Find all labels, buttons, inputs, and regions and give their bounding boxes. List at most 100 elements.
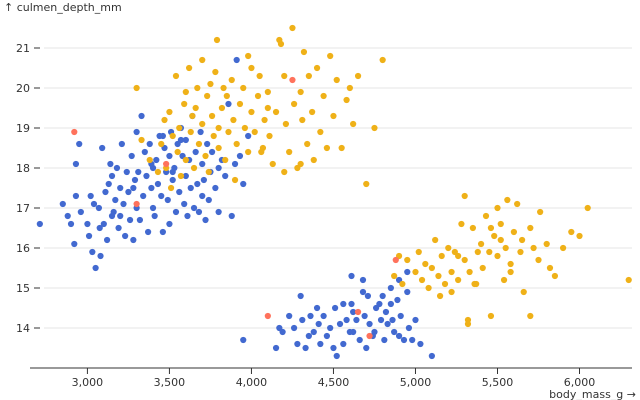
data-point	[212, 184, 219, 192]
data-point	[67, 220, 75, 228]
data-point	[100, 220, 107, 228]
data-point	[353, 316, 360, 324]
data-point	[122, 232, 129, 240]
data-point	[161, 116, 168, 124]
data-point	[286, 312, 293, 320]
data-point	[409, 336, 416, 344]
data-point	[305, 72, 312, 80]
data-point	[71, 128, 78, 136]
data-point	[438, 252, 445, 260]
y-tick-label: 19	[16, 122, 30, 135]
data-point	[330, 344, 337, 352]
data-point	[304, 140, 311, 148]
data-point	[96, 224, 103, 232]
data-point	[261, 116, 268, 124]
data-point	[148, 184, 155, 192]
data-point	[307, 312, 314, 320]
data-point	[366, 332, 373, 340]
data-point	[361, 312, 368, 320]
y-tick-label: 20	[16, 82, 30, 95]
data-point	[236, 100, 244, 108]
data-point	[560, 244, 567, 252]
data-point	[159, 228, 166, 236]
data-point	[177, 172, 185, 180]
data-point	[323, 144, 330, 152]
data-point	[228, 76, 235, 84]
data-point	[228, 212, 235, 220]
data-point	[146, 156, 153, 164]
data-point	[149, 204, 157, 212]
data-point	[182, 156, 189, 164]
data-point	[64, 212, 71, 220]
data-point	[466, 268, 473, 276]
y-tick-label: 17	[16, 202, 30, 215]
data-point	[87, 192, 94, 200]
data-point	[448, 268, 455, 276]
data-point	[348, 272, 355, 280]
data-point	[535, 256, 542, 264]
data-point	[112, 196, 119, 204]
data-point	[90, 200, 98, 208]
x-tick-label: 5,000	[400, 376, 432, 389]
data-point	[272, 344, 280, 352]
data-point	[428, 264, 435, 272]
data-point	[266, 132, 273, 140]
data-point	[350, 308, 357, 316]
data-point	[302, 344, 309, 352]
data-point	[192, 104, 199, 112]
data-point	[397, 312, 404, 320]
data-point	[195, 208, 203, 216]
data-point	[177, 136, 185, 144]
data-point	[507, 268, 514, 276]
data-point	[310, 328, 317, 336]
data-point	[174, 148, 181, 156]
data-point	[138, 136, 145, 144]
data-point	[118, 140, 125, 148]
data-point	[205, 196, 212, 204]
data-point	[256, 72, 263, 80]
data-point	[133, 84, 140, 92]
data-point	[422, 260, 429, 268]
data-point	[317, 128, 324, 136]
data-point	[135, 168, 142, 176]
data-point	[194, 180, 201, 188]
data-point	[502, 244, 509, 252]
data-point	[258, 148, 265, 156]
data-point	[289, 24, 296, 32]
data-point	[172, 208, 180, 216]
data-point	[225, 100, 232, 108]
data-point	[346, 84, 353, 92]
data-point	[327, 324, 334, 332]
y-tick-label: 14	[16, 322, 30, 335]
data-point	[130, 184, 137, 192]
data-point	[128, 152, 135, 160]
data-point	[210, 132, 217, 140]
data-point	[474, 248, 481, 256]
data-point	[333, 76, 340, 84]
data-point	[279, 328, 286, 336]
data-point	[110, 208, 117, 216]
data-point	[254, 92, 262, 100]
data-point	[241, 124, 248, 132]
data-point	[89, 248, 96, 256]
data-point	[455, 252, 462, 260]
data-point	[299, 116, 306, 124]
data-point	[204, 92, 211, 100]
data-point	[464, 320, 472, 328]
data-point	[395, 332, 403, 340]
data-point	[199, 120, 206, 128]
data-point	[363, 344, 370, 352]
data-point	[487, 312, 495, 320]
data-point	[167, 184, 175, 192]
data-point	[189, 112, 196, 120]
data-point	[379, 292, 386, 300]
data-point	[85, 232, 93, 240]
data-point	[154, 168, 162, 176]
data-point	[231, 160, 239, 168]
data-point	[245, 132, 252, 140]
data-point	[182, 172, 189, 180]
x-tick-label: 4,000	[236, 376, 268, 389]
data-point	[131, 176, 139, 184]
data-point	[471, 280, 478, 288]
data-point	[240, 180, 247, 188]
